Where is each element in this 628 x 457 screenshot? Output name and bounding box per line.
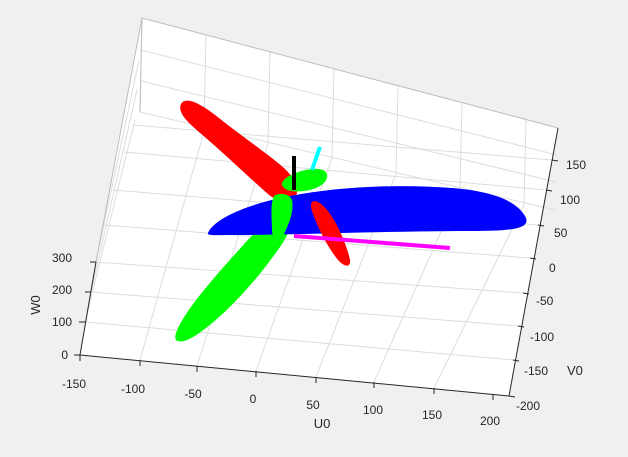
u-tick-labels: -150 -100 -50 0 50 100 150 200 xyxy=(62,377,500,428)
u-tick-label: 0 xyxy=(250,392,257,406)
grid-line xyxy=(84,321,514,361)
grid-line xyxy=(267,51,271,144)
v-tick xyxy=(537,224,545,227)
grid-line xyxy=(139,127,206,361)
u-tick-label: 200 xyxy=(480,414,500,428)
grid-line xyxy=(95,261,524,294)
grid-line xyxy=(123,151,547,191)
w-tick-label: 0 xyxy=(61,348,68,362)
grid-line xyxy=(523,119,527,206)
grid-line xyxy=(90,291,519,327)
axis-line-cyan xyxy=(310,146,322,171)
grid-line xyxy=(331,68,335,159)
surface-red-upper xyxy=(180,100,298,203)
grid-line xyxy=(95,59,140,263)
w-tick-label: 100 xyxy=(52,315,72,329)
surface-green-lower xyxy=(175,205,293,342)
surface-red-lower xyxy=(310,200,351,266)
v-tick-label: 50 xyxy=(554,226,568,240)
grid-line xyxy=(84,119,136,323)
grid-line xyxy=(395,85,399,175)
u-axis-label: U0 xyxy=(314,416,331,431)
back-edge xyxy=(139,17,143,113)
grid-line xyxy=(140,49,558,156)
tick-marks xyxy=(74,159,559,400)
v-tick-label: -50 xyxy=(536,294,554,308)
v-axis-line xyxy=(508,127,559,397)
back-edge xyxy=(95,17,143,263)
w-tick-labels: 0 100 200 300 xyxy=(52,251,72,362)
u-tick-label: -50 xyxy=(184,387,202,401)
v-tick xyxy=(551,159,559,162)
grid-line xyxy=(103,224,531,259)
surface-green-stem xyxy=(271,193,293,239)
w-axis-label: W0 xyxy=(28,295,43,315)
surfaces xyxy=(175,100,527,342)
grid-line xyxy=(140,80,557,183)
u-tick-label: -100 xyxy=(121,382,145,396)
u-tick-label: 150 xyxy=(422,408,442,422)
back-edge xyxy=(141,17,559,129)
v-tick xyxy=(512,359,520,362)
u-tick-label: 100 xyxy=(363,403,383,417)
v-axis-label: V0 xyxy=(567,363,583,378)
axis-box-edges xyxy=(79,17,559,397)
v-tick xyxy=(517,325,525,328)
v-tick xyxy=(545,189,553,192)
u-tick-label: -150 xyxy=(62,377,86,391)
u-axis-line xyxy=(79,354,510,397)
v-tick-label: 0 xyxy=(549,261,556,275)
grid-line xyxy=(90,89,138,293)
u-tick-label: 50 xyxy=(306,398,320,412)
v-tick-label: 150 xyxy=(566,158,586,172)
v-tick-label: 100 xyxy=(560,193,580,207)
grid-line xyxy=(459,102,463,190)
v-tick-label: -100 xyxy=(530,330,554,344)
v-tick-label: -150 xyxy=(524,364,548,378)
w-tick-label: 300 xyxy=(52,251,72,265)
v-tick xyxy=(522,292,530,295)
v-tick xyxy=(508,395,516,398)
axis-line-magenta xyxy=(293,234,451,250)
grid-line xyxy=(433,204,525,389)
reference-axis-lines xyxy=(292,146,451,250)
v-tick-label: -200 xyxy=(516,399,540,413)
v-tick xyxy=(529,257,537,260)
w-axis-line xyxy=(79,261,97,356)
v-tick-labels: -200 -150 -100 -50 0 50 100 150 xyxy=(516,158,586,413)
w-tick-label: 200 xyxy=(52,283,72,297)
